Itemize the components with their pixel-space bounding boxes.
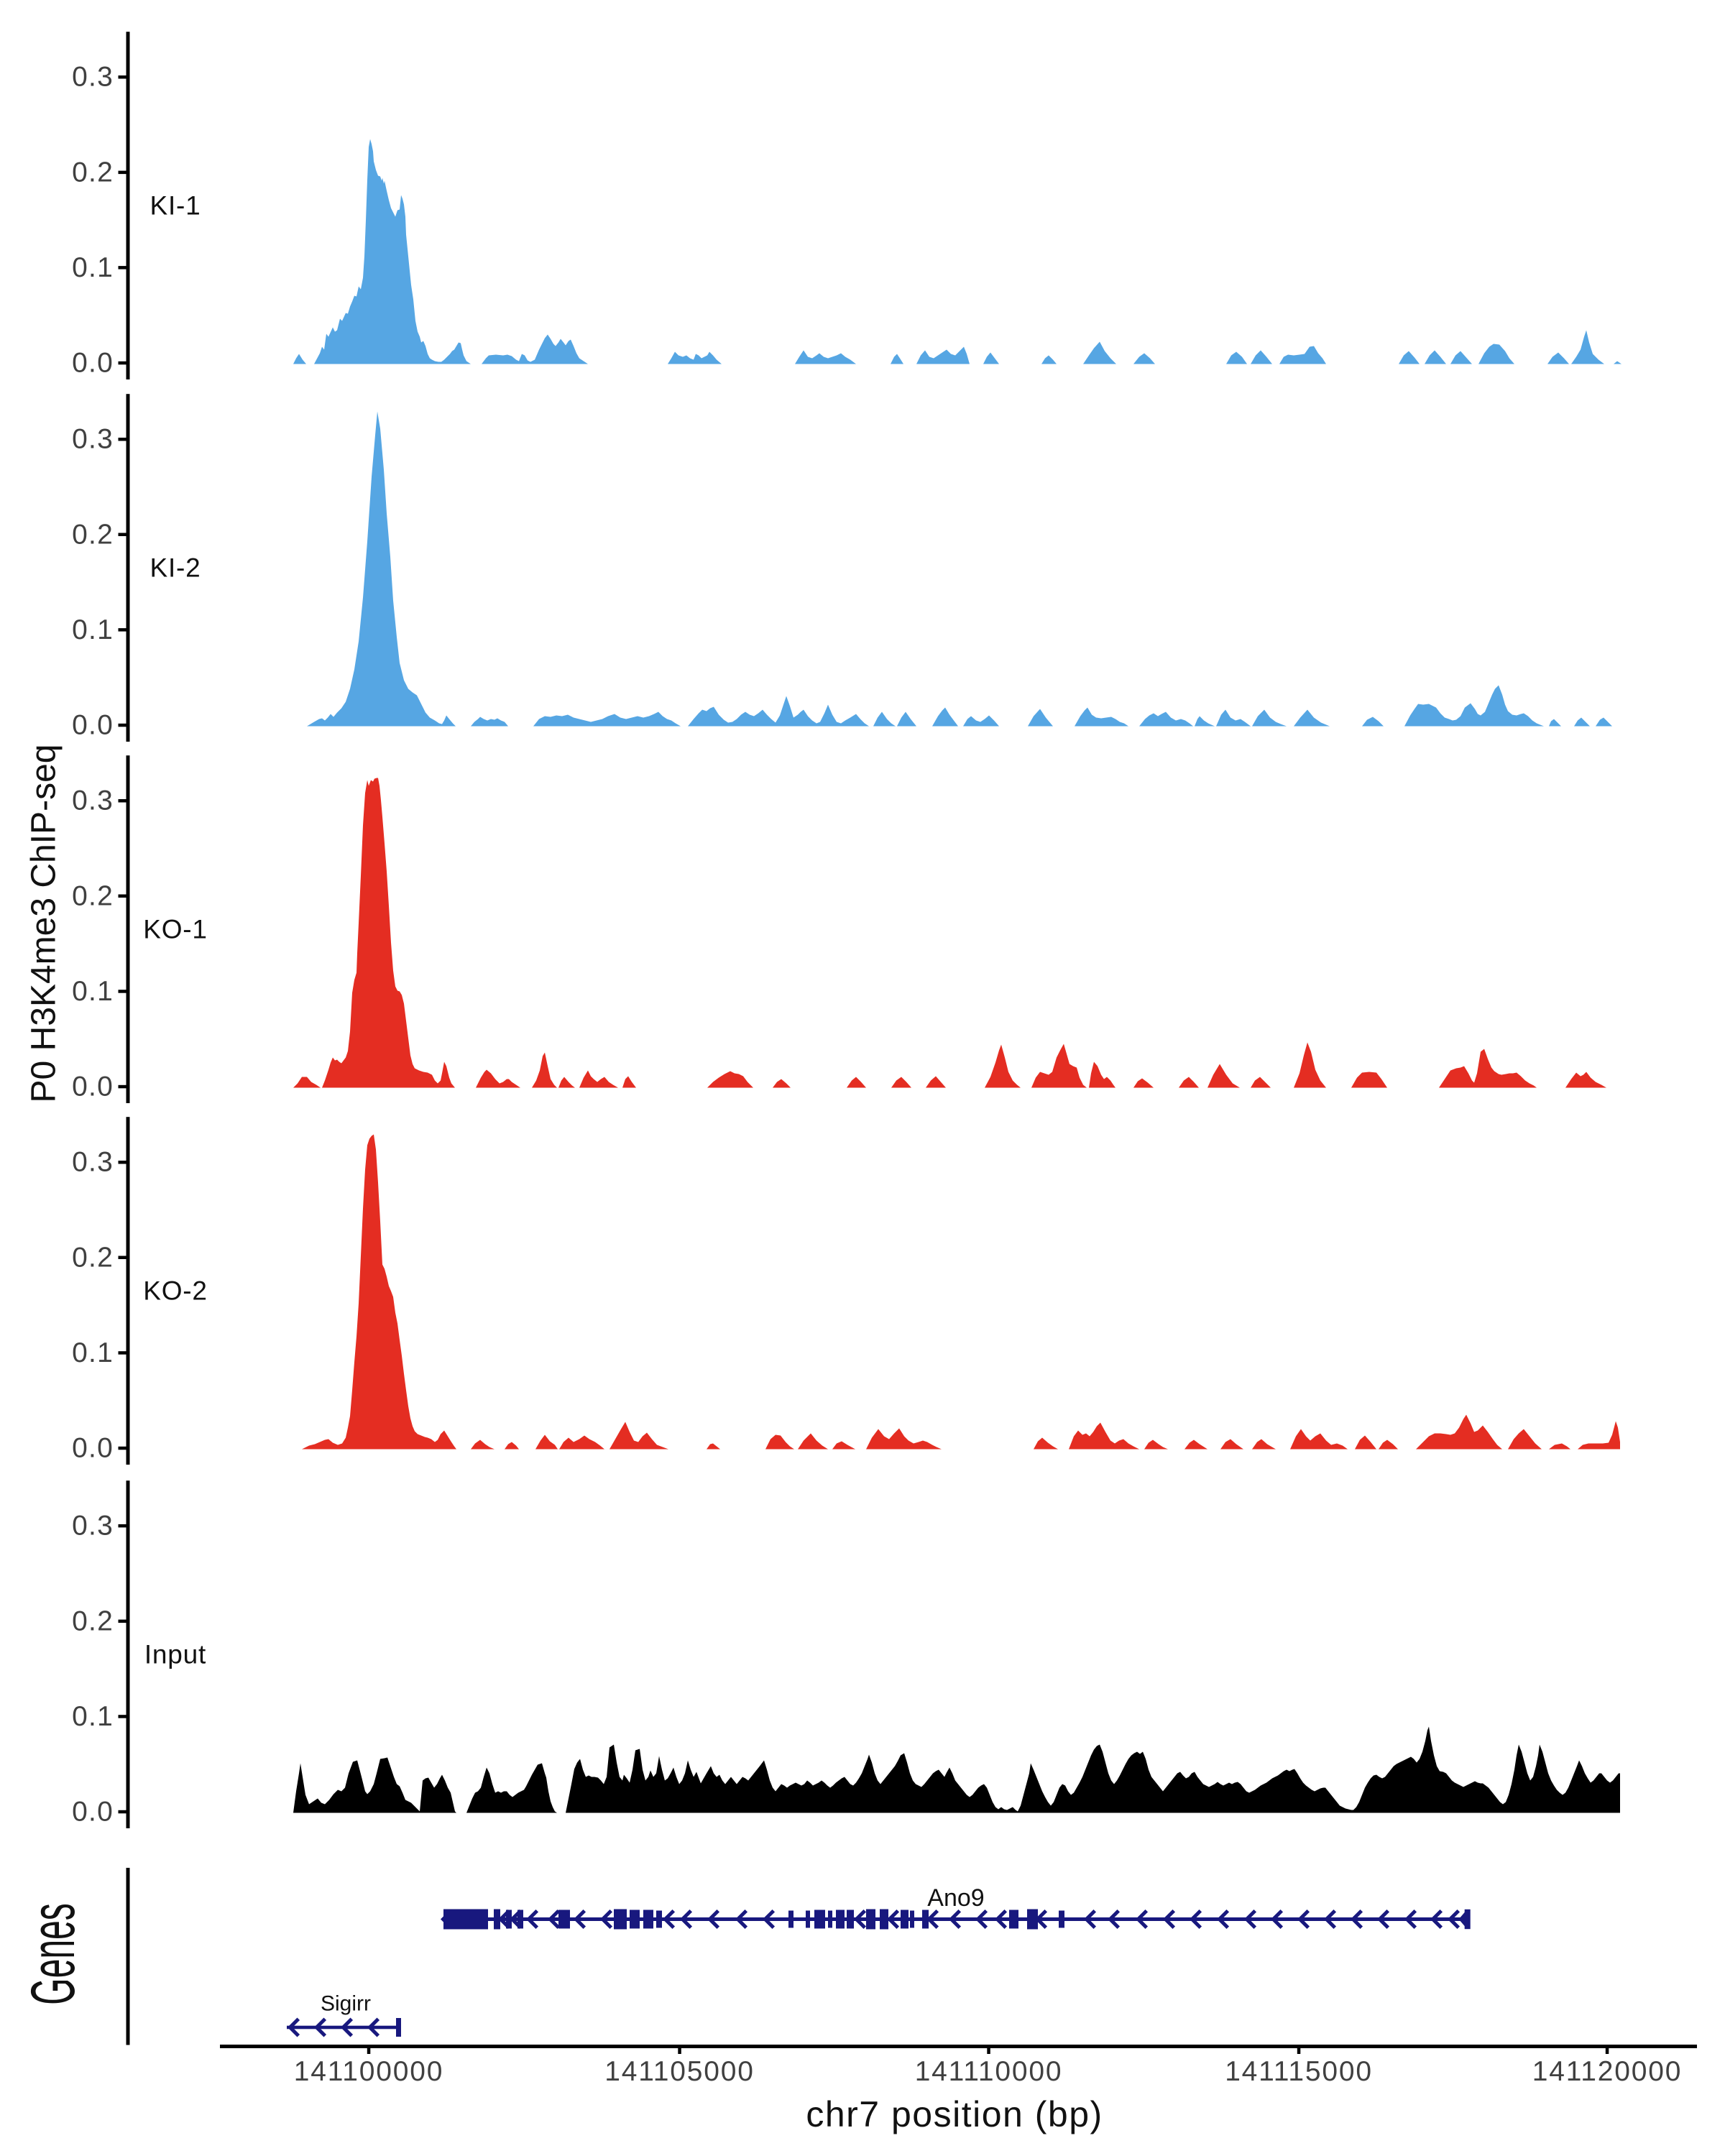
svg-text:Ano9: Ano9: [927, 1884, 984, 1912]
svg-text:0.2: 0.2: [72, 1242, 114, 1273]
svg-text:KO-1: KO-1: [143, 915, 208, 944]
svg-text:0.1: 0.1: [72, 614, 114, 645]
svg-text:0.0: 0.0: [72, 1797, 114, 1828]
svg-text:0.2: 0.2: [72, 519, 114, 550]
svg-text:KI-1: KI-1: [150, 191, 201, 221]
svg-text:141115000: 141115000: [1225, 2056, 1373, 2087]
svg-text:0.1: 0.1: [72, 252, 114, 283]
svg-text:0.0: 0.0: [72, 1072, 114, 1102]
svg-text:0.1: 0.1: [72, 1337, 114, 1368]
svg-text:0.3: 0.3: [72, 424, 114, 455]
svg-text:KI-2: KI-2: [150, 553, 201, 583]
svg-text:Genes: Genes: [18, 1903, 87, 2004]
svg-text:0.0: 0.0: [72, 710, 114, 741]
svg-text:0.2: 0.2: [72, 880, 114, 911]
svg-text:chr7 position (bp): chr7 position (bp): [806, 2094, 1103, 2134]
svg-text:0.2: 0.2: [72, 157, 114, 188]
svg-text:141110000: 141110000: [915, 2056, 1063, 2087]
svg-text:141105000: 141105000: [604, 2056, 755, 2087]
svg-text:141100000: 141100000: [294, 2056, 444, 2087]
svg-text:0.1: 0.1: [72, 976, 114, 1007]
svg-text:0.0: 0.0: [72, 348, 114, 379]
svg-text:KO-2: KO-2: [143, 1276, 208, 1306]
svg-text:141120000: 141120000: [1532, 2056, 1683, 2087]
svg-text:0.3: 0.3: [72, 786, 114, 816]
svg-text:P0 H3K4me3 ChIP-seq: P0 H3K4me3 ChIP-seq: [25, 745, 63, 1103]
svg-text:0.3: 0.3: [72, 62, 114, 93]
svg-text:0.3: 0.3: [72, 1511, 114, 1542]
svg-text:0.3: 0.3: [72, 1147, 114, 1178]
svg-text:0.1: 0.1: [72, 1701, 114, 1732]
svg-text:Sigirr: Sigirr: [321, 1992, 371, 2016]
svg-text:0.2: 0.2: [72, 1606, 114, 1636]
svg-text:0.0: 0.0: [72, 1433, 114, 1464]
svg-text:Input: Input: [144, 1640, 206, 1669]
